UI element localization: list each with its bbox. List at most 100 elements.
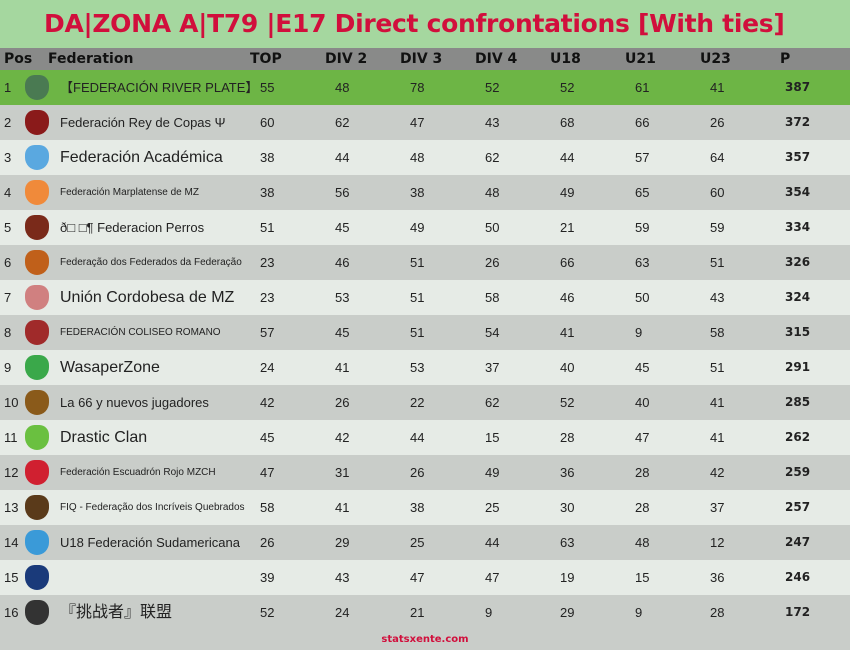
points: 387 [785, 80, 811, 94]
score-div3: 51 [410, 255, 425, 270]
score-div2: 26 [335, 395, 350, 410]
position: 13 [4, 500, 19, 515]
column-header[interactable]: TOP [250, 51, 282, 67]
column-header[interactable]: U21 [625, 51, 656, 67]
score-div3: 53 [410, 360, 425, 375]
score-div2: 53 [335, 290, 350, 305]
score-u21: 59 [635, 220, 650, 235]
score-u21: 9 [635, 325, 643, 340]
table-row[interactable]: 2 Federación Rey de Copas Ψ 60 62 47 43 68 66 26… [0, 105, 850, 140]
table-row[interactable]: 1 【FEDERACIÓN RIVER PLATE】 55 48 78 52 52 61 41 3… [0, 70, 850, 105]
federation-name[interactable]: FIQ - Federação dos Incríveis Quebrados [60, 502, 245, 513]
column-header[interactable]: Pos [4, 51, 33, 67]
federation-logo-icon [25, 180, 49, 205]
federation-logo-icon [25, 600, 49, 625]
points: 285 [785, 395, 811, 409]
column-header[interactable]: DIV 2 [325, 51, 368, 67]
score-u23: 12 [710, 535, 725, 550]
federation-logo-icon [25, 110, 49, 135]
federation-name[interactable]: ð□ □¶ Federacion Perros [60, 220, 205, 235]
position: 4 [4, 185, 12, 200]
score-div3: 78 [410, 80, 425, 95]
table-row[interactable]: 12 Federación Escuadrón Rojo MZCH 47 31 26 49… [0, 455, 850, 490]
score-div4: 58 [485, 290, 500, 305]
score-div4: 25 [485, 500, 500, 515]
column-header[interactable]: P [780, 51, 791, 67]
federation-name[interactable]: Unión Cordobesa de MZ [60, 289, 235, 306]
score-u21: 28 [635, 500, 650, 515]
federation-name[interactable]: 『挑战者』联盟 [60, 604, 173, 621]
score-u21: 61 [635, 80, 650, 95]
score-u23: 58 [710, 325, 725, 340]
table-row[interactable]: 13 FIQ - Federação dos Incríveis Quebrado… [0, 490, 850, 525]
position: 9 [4, 360, 12, 375]
score-top: 52 [260, 605, 275, 620]
federation-name[interactable]: 【FEDERACIÓN RIVER PLATE】 [60, 80, 259, 95]
score-u23: 41 [710, 430, 725, 445]
federation-logo-icon [25, 495, 49, 520]
score-u23: 26 [710, 115, 725, 130]
score-u18: 49 [560, 185, 575, 200]
table-row[interactable]: 4 Federación Marplatense de MZ 38 56 38 48 49 6… [0, 175, 850, 210]
column-header[interactable]: DIV 3 [400, 51, 443, 67]
table-row[interactable]: 6 Federação dos Federados da Federação 23 4… [0, 245, 850, 280]
federation-name[interactable]: WasaperZone [60, 359, 160, 376]
federation-name[interactable]: Federación Escuadrón Rojo MZCH [60, 467, 216, 478]
score-div4: 62 [485, 150, 500, 165]
table-row[interactable]: 5 ð□ □¶ Federacion Perros 51 45 49 50 21 59 59 33… [0, 210, 850, 245]
score-top: 38 [260, 185, 275, 200]
score-div4: 49 [485, 465, 500, 480]
footer-link[interactable]: statsxente.com [381, 634, 469, 645]
score-u18: 40 [560, 360, 575, 375]
score-top: 51 [260, 220, 275, 235]
points: 262 [785, 430, 811, 444]
score-top: 38 [260, 150, 275, 165]
column-header[interactable]: U18 [550, 51, 581, 67]
federation-name[interactable]: U18 Federación Sudamericana [60, 535, 240, 550]
page-title: DA|ZONA A|T79 |E17 Direct confrontations… [0, 0, 850, 48]
position: 1 [4, 80, 12, 95]
score-div2: 62 [335, 115, 350, 130]
position: 11 [4, 430, 18, 445]
federation-logo-icon [25, 250, 49, 275]
score-u21: 47 [635, 430, 650, 445]
federation-logo-icon [25, 320, 49, 345]
federation-name[interactable]: Federación Marplatense de MZ [60, 187, 199, 198]
table-row[interactable]: 8 FEDERACIÓN COLISEO ROMANO 57 45 51 54 41 9 58 3… [0, 315, 850, 350]
federation-name[interactable]: Federación Rey de Copas Ψ [60, 115, 226, 130]
score-div2: 56 [335, 185, 350, 200]
table-row[interactable]: 14 U18 Federación Sudamericana 26 29 25 44 63 4… [0, 525, 850, 560]
federation-name[interactable]: Federação dos Federados da Federação [60, 257, 242, 268]
score-u18: 63 [560, 535, 575, 550]
score-top: 55 [260, 80, 275, 95]
position: 5 [4, 220, 12, 235]
table-row[interactable]: 11 Drastic Clan 45 42 44 15 28 47 41 262 [0, 420, 850, 455]
score-u21: 57 [635, 150, 650, 165]
column-header[interactable]: Federation [48, 51, 134, 67]
score-div4: 52 [485, 80, 500, 95]
column-header[interactable]: DIV 4 [475, 51, 518, 67]
score-div3: 22 [410, 395, 425, 410]
points: 257 [785, 500, 811, 514]
position: 15 [4, 570, 19, 585]
score-div2: 45 [335, 325, 350, 340]
table-row[interactable]: 9 WasaperZone 24 41 53 37 40 45 51 291 [0, 350, 850, 385]
table-row[interactable]: 3 Federación Académica 38 44 48 62 44 57 64 357 [0, 140, 850, 175]
federation-name[interactable]: FEDERACIÓN COLISEO ROMANO [60, 327, 221, 338]
score-u18: 52 [560, 395, 575, 410]
table-row[interactable]: 15 39 43 47 47 19 15 36 246 [0, 560, 850, 595]
score-u21: 50 [635, 290, 650, 305]
column-header[interactable]: U23 [700, 51, 731, 67]
score-u18: 28 [560, 430, 575, 445]
score-div2: 44 [335, 150, 350, 165]
federation-name[interactable]: Drastic Clan [60, 429, 148, 446]
federation-name[interactable]: La 66 y nuevos jugadores [60, 395, 209, 410]
score-u18: 21 [560, 220, 575, 235]
table-row[interactable]: 16 『挑战者』联盟 52 24 21 9 29 9 28 172 [0, 595, 850, 630]
table-row[interactable]: 10 La 66 y nuevos jugadores 42 26 22 62 52 40 41… [0, 385, 850, 420]
score-u21: 15 [635, 570, 650, 585]
score-div4: 37 [485, 360, 500, 375]
table-row[interactable]: 7 Unión Cordobesa de MZ 23 53 51 58 46 50 43 324 [0, 280, 850, 315]
federation-name[interactable]: Federación Académica [60, 149, 223, 166]
score-u23: 60 [710, 185, 725, 200]
